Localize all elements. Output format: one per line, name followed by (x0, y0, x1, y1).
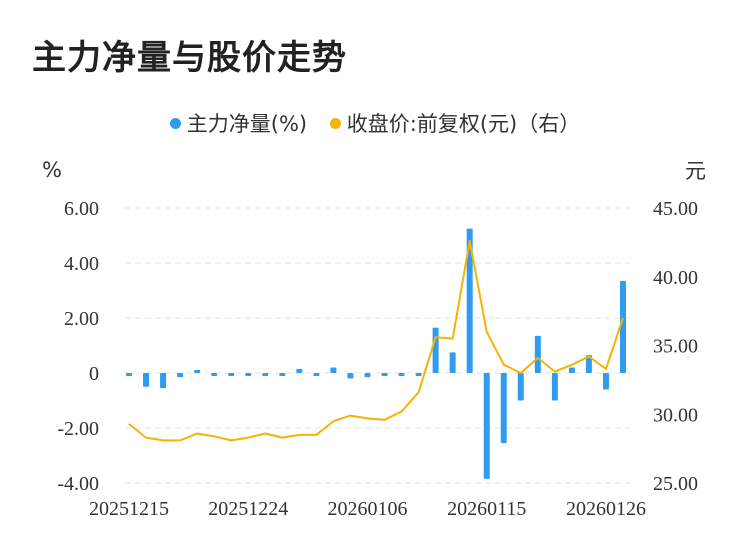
bar (364, 373, 371, 378)
bar (143, 373, 150, 387)
bar-series (126, 228, 626, 479)
legend-dot-icon (329, 117, 341, 129)
y-left-tick-label: 2.00 (64, 308, 99, 330)
bar (620, 280, 626, 373)
bar (381, 373, 388, 376)
close-price-line (128, 240, 624, 442)
bar (177, 373, 184, 378)
y-left-unit: % (42, 158, 62, 182)
bar (449, 352, 456, 373)
bar (534, 335, 541, 373)
bar (347, 373, 354, 379)
line-series (128, 240, 624, 442)
y-right-tick-label: 45.00 (653, 198, 698, 220)
bar (279, 373, 286, 376)
bar (551, 373, 558, 401)
bar (262, 373, 269, 376)
bar (126, 373, 132, 376)
bar (313, 373, 320, 376)
legend-item-net-flow[interactable]: 主力净量(%) (169, 108, 308, 138)
bar (568, 367, 575, 373)
gridlines (125, 207, 630, 484)
bar (500, 373, 507, 444)
x-tick-label: 20260115 (447, 498, 526, 520)
legend: 主力净量(%) 收盘价:前复权(元)（右） (0, 108, 750, 138)
y-right-unit: 元 (685, 159, 706, 183)
bar (585, 355, 592, 373)
bar (330, 367, 337, 373)
bar (211, 373, 218, 376)
legend-dot-icon (169, 117, 181, 129)
bar (466, 228, 473, 373)
legend-label: 收盘价:前复权(元)（右） (346, 112, 581, 136)
bar (483, 373, 490, 479)
bar (517, 373, 524, 401)
bar (432, 327, 439, 373)
x-tick-label: 20260126 (566, 498, 646, 520)
y-left-tick-label: 4.00 (64, 253, 99, 275)
y-right-tick-label: 35.00 (653, 336, 698, 358)
y-left-tick-label: 0 (89, 363, 99, 385)
bar (160, 373, 167, 389)
legend-label: 主力净量(%) (186, 112, 308, 136)
y-right-tick-label: 25.00 (653, 473, 698, 495)
axes: 6.00 4.00 2.00 0 -2.00 -4.00 45.00 40.00 35.00 30… (42, 158, 706, 520)
y-right-tick-label: 30.00 (653, 404, 698, 426)
y-right-tick-label: 40.00 (653, 267, 698, 289)
chart-title: 主力净量与股价走势 (32, 38, 347, 78)
bar (415, 373, 422, 376)
bar (228, 373, 235, 376)
y-left-tick-label: -2.00 (57, 418, 99, 440)
bar (398, 373, 405, 376)
y-left-tick-label: -4.00 (57, 473, 99, 495)
bar (296, 368, 303, 373)
x-tick-label: 20251224 (208, 498, 288, 520)
bar (245, 373, 252, 376)
bar (602, 373, 609, 390)
legend-item-close-price[interactable]: 收盘价:前复权(元)（右） (329, 108, 581, 138)
bar (194, 370, 201, 373)
x-tick-label: 20251215 (89, 498, 169, 520)
y-left-tick-label: 6.00 (64, 198, 99, 220)
x-tick-label: 20260106 (327, 498, 407, 520)
